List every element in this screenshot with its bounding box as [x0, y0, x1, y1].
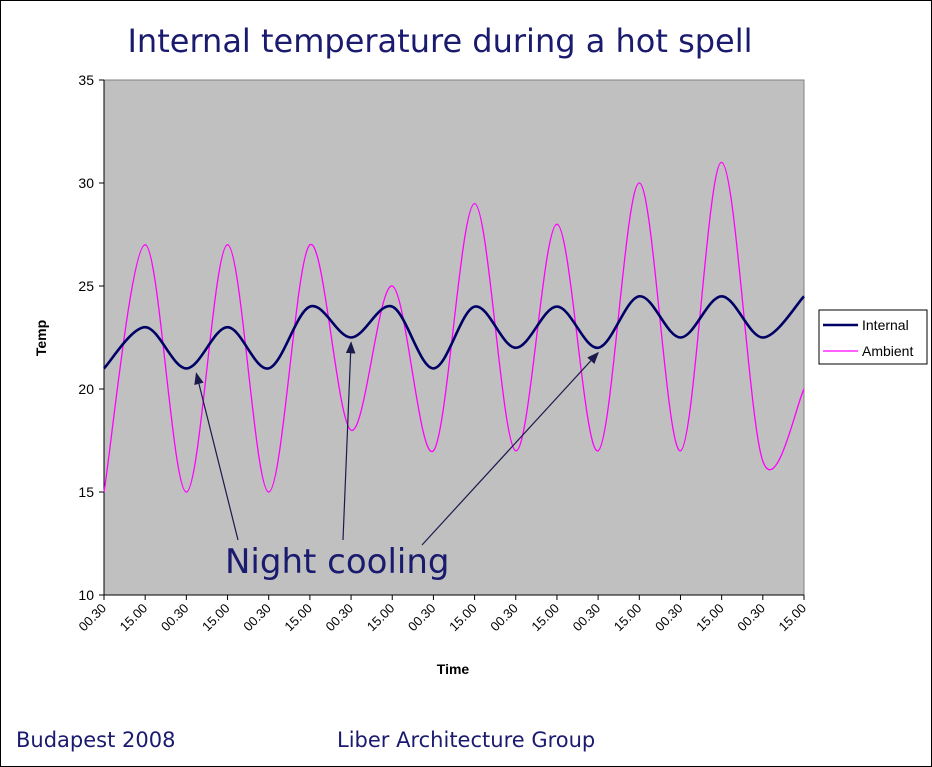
- chart-title: Internal temperature during a hot spell: [127, 22, 753, 60]
- x-tick-label: 15.00: [693, 601, 727, 635]
- series-line-ambient: [103, 161, 805, 493]
- x-tick-label: 15.00: [281, 601, 315, 635]
- x-tick-label: 00.30: [76, 601, 110, 635]
- x-tick-label: 00.30: [487, 601, 521, 635]
- annotation-arrow: [342, 341, 356, 541]
- x-tick-label: 15.00: [117, 601, 151, 635]
- annotation-arrow: [421, 351, 599, 546]
- legend-box: [818, 309, 928, 365]
- legend-label-internal: Internal: [862, 317, 909, 333]
- footer-location: Budapest 2008: [16, 728, 176, 752]
- x-tick-label: 00.30: [652, 601, 686, 635]
- y-tick-label: 15: [78, 484, 94, 500]
- x-tick-label: 15.00: [776, 601, 810, 635]
- x-tick-label: 15.00: [364, 601, 398, 635]
- legend-label-ambient: Ambient: [862, 343, 913, 359]
- x-axis-title: Time: [437, 661, 470, 677]
- x-tick-label: 15.00: [446, 601, 480, 635]
- footer-organization: Liber Architecture Group: [337, 728, 596, 752]
- annotation-arrow: [194, 372, 239, 541]
- x-tick-label: 00.30: [405, 601, 439, 635]
- y-tick-label: 30: [78, 175, 94, 191]
- y-tick-label: 25: [78, 278, 94, 294]
- y-axis-title: Temp: [33, 320, 49, 356]
- x-tick-label: 15.00: [528, 601, 562, 635]
- annotation-night-cooling: Night cooling: [225, 542, 449, 582]
- x-tick-label: 00.30: [240, 601, 274, 635]
- y-tick-label: 20: [78, 381, 94, 397]
- x-tick-label: 15.00: [199, 601, 233, 635]
- y-tick-label: 10: [78, 587, 94, 603]
- x-tick-label: 00.30: [158, 601, 192, 635]
- series-line-internal: [103, 294, 805, 370]
- x-tick-label: 00.30: [734, 601, 768, 635]
- x-tick-label: 00.30: [323, 601, 357, 635]
- x-tick-label: 00.30: [570, 601, 604, 635]
- x-tick-label: 15.00: [611, 601, 645, 635]
- y-tick-label: 35: [78, 72, 94, 88]
